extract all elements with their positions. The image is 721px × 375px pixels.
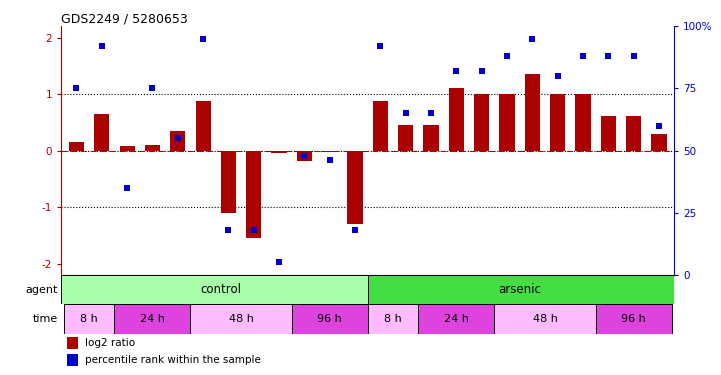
Text: control: control [200,283,242,296]
Bar [297,150,312,161]
Bar [448,88,464,150]
Point [603,53,614,59]
Text: GDS2249 / 5280653: GDS2249 / 5280653 [61,12,188,25]
Bar [272,150,287,153]
Text: percentile rank within the sample: percentile rank within the sample [84,355,260,365]
Point [146,86,158,92]
Point [476,68,487,74]
Point [526,36,538,42]
Point [375,43,386,49]
Bar [495,304,596,334]
Bar [64,304,115,334]
Text: agent: agent [25,285,58,294]
Text: 96 h: 96 h [622,314,646,324]
Point [198,36,209,42]
Bar [474,94,490,150]
Bar [170,131,185,150]
Text: 96 h: 96 h [317,314,342,324]
Text: 24 h: 24 h [444,314,469,324]
Point [653,123,665,129]
Bar [601,116,616,150]
Point [578,53,589,59]
Point [71,86,82,92]
Bar [418,304,495,334]
Bar [221,150,236,213]
Bar [61,275,368,304]
Bar [115,304,190,334]
Bar [651,134,666,150]
Bar [368,275,674,304]
Point [96,43,107,49]
Bar [322,150,337,152]
Bar [525,74,540,150]
Bar [373,101,388,150]
Text: time: time [32,314,58,324]
Bar [68,354,79,366]
Point [451,68,462,74]
Text: log2 ratio: log2 ratio [84,338,135,348]
Bar [368,304,418,334]
Bar [596,304,671,334]
Point [425,110,437,116]
Point [223,227,234,233]
Point [248,227,260,233]
Bar [575,94,590,150]
Bar [550,94,565,150]
Bar [423,125,438,150]
Point [400,110,412,116]
Point [349,227,360,233]
Bar [626,116,641,150]
Text: 48 h: 48 h [533,314,557,324]
Bar [246,150,261,238]
Bar [348,150,363,224]
Point [501,53,513,59]
Point [552,73,563,79]
Bar [190,304,292,334]
Text: 24 h: 24 h [140,314,165,324]
Bar [120,146,135,150]
Point [121,185,133,191]
Point [298,153,310,159]
Point [273,260,285,266]
Bar [94,114,110,150]
Text: 8 h: 8 h [384,314,402,324]
Point [628,53,640,59]
Bar [500,94,515,150]
Bar [195,101,211,150]
Point [324,158,335,164]
Bar [145,145,160,150]
Bar [292,304,368,334]
Bar [68,337,79,349]
Text: arsenic: arsenic [498,283,541,296]
Text: 8 h: 8 h [80,314,98,324]
Text: 48 h: 48 h [229,314,254,324]
Bar [69,142,84,150]
Point [172,135,184,141]
Bar [398,125,413,150]
